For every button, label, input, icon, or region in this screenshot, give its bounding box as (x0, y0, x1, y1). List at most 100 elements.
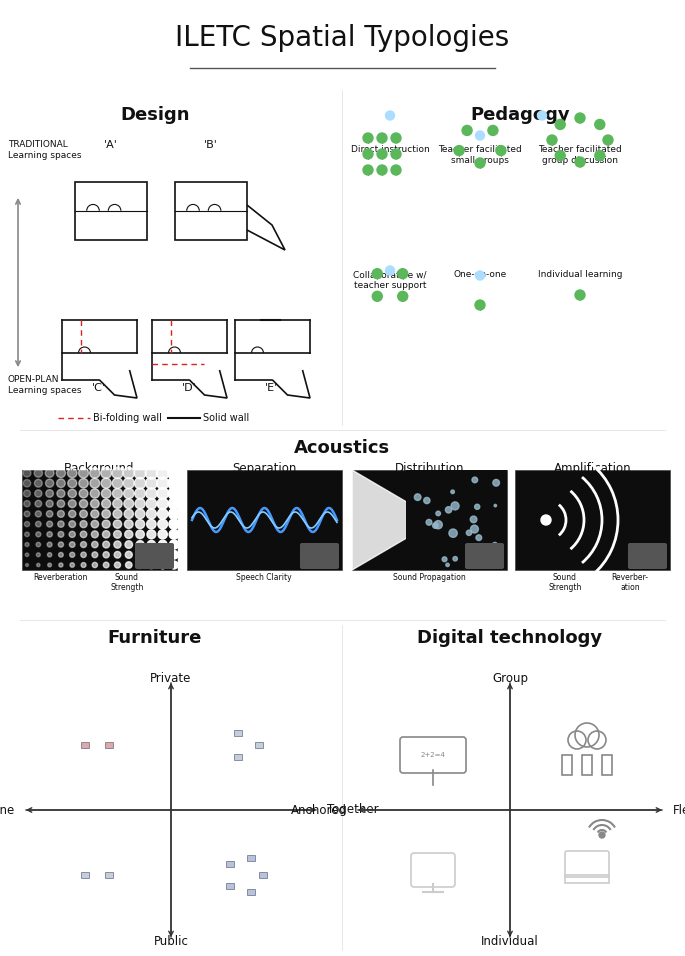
Circle shape (414, 494, 421, 500)
Circle shape (69, 532, 75, 537)
Circle shape (168, 477, 180, 489)
Circle shape (169, 530, 179, 539)
Circle shape (391, 133, 401, 143)
Circle shape (488, 125, 498, 136)
Circle shape (134, 467, 146, 479)
Circle shape (81, 562, 86, 568)
Circle shape (386, 111, 395, 120)
Circle shape (135, 489, 145, 499)
Text: Public: Public (153, 935, 188, 948)
Circle shape (36, 553, 40, 556)
Circle shape (169, 540, 179, 549)
Bar (406, 470, 507, 570)
Circle shape (595, 120, 605, 129)
Circle shape (79, 479, 88, 488)
Circle shape (470, 516, 477, 523)
Bar (565, 875, 609, 883)
Circle shape (124, 499, 134, 509)
Circle shape (102, 510, 110, 518)
Bar (227, 882, 234, 888)
Circle shape (538, 111, 547, 120)
Circle shape (70, 553, 75, 557)
Text: Anchored: Anchored (291, 803, 347, 816)
Circle shape (575, 157, 585, 167)
Circle shape (489, 544, 494, 549)
Circle shape (451, 502, 459, 510)
Bar (105, 872, 113, 878)
Circle shape (25, 542, 29, 547)
Circle shape (25, 532, 29, 536)
Circle shape (91, 520, 99, 528)
Circle shape (466, 531, 472, 535)
Circle shape (79, 511, 88, 518)
Bar (515, 470, 670, 570)
FancyBboxPatch shape (300, 543, 339, 569)
Bar (255, 742, 263, 748)
Circle shape (47, 553, 52, 557)
Circle shape (23, 480, 31, 487)
Circle shape (475, 131, 484, 140)
Circle shape (57, 500, 64, 508)
Bar (602, 755, 612, 775)
Circle shape (123, 489, 134, 499)
Circle shape (124, 510, 134, 518)
Text: Digital technology: Digital technology (417, 629, 603, 647)
Circle shape (424, 497, 430, 504)
Circle shape (69, 521, 75, 528)
Circle shape (168, 488, 180, 499)
Circle shape (556, 120, 565, 129)
Circle shape (59, 563, 63, 567)
Circle shape (472, 477, 477, 483)
Circle shape (68, 479, 77, 488)
Text: Separation: Separation (232, 462, 297, 475)
Circle shape (36, 563, 40, 567)
Circle shape (148, 561, 155, 569)
Text: Private: Private (150, 672, 192, 685)
Text: 'E': 'E' (265, 383, 279, 393)
Circle shape (91, 510, 99, 518)
Circle shape (147, 530, 155, 539)
Circle shape (47, 532, 52, 537)
Circle shape (488, 551, 494, 556)
Circle shape (34, 468, 42, 477)
Circle shape (81, 541, 86, 548)
Circle shape (157, 488, 169, 499)
FancyBboxPatch shape (628, 543, 667, 569)
Circle shape (35, 489, 42, 497)
Circle shape (599, 832, 605, 838)
Circle shape (434, 521, 443, 529)
Circle shape (112, 467, 123, 479)
Text: 'B': 'B' (204, 140, 218, 150)
Bar (259, 872, 267, 878)
Circle shape (101, 478, 111, 489)
Text: OPEN-PLAN
Learning spaces: OPEN-PLAN Learning spaces (8, 375, 82, 395)
Circle shape (168, 467, 181, 480)
Text: Teacher facilitated
small groups: Teacher facilitated small groups (438, 145, 522, 165)
Circle shape (494, 505, 497, 507)
Circle shape (125, 562, 132, 568)
Text: Sound
Strength: Sound Strength (110, 573, 144, 593)
Circle shape (125, 531, 133, 538)
Circle shape (432, 523, 438, 529)
Text: Distribution: Distribution (395, 462, 464, 475)
Bar (582, 755, 592, 775)
Circle shape (158, 540, 167, 549)
Circle shape (454, 145, 464, 156)
Circle shape (101, 489, 111, 498)
Text: Amplification: Amplification (553, 462, 632, 475)
Bar (562, 755, 572, 775)
Circle shape (363, 165, 373, 175)
Circle shape (442, 556, 447, 562)
Text: Alone: Alone (0, 803, 15, 816)
Circle shape (90, 478, 100, 489)
Circle shape (34, 479, 42, 488)
Text: 2+2=4: 2+2=4 (421, 752, 445, 758)
Circle shape (69, 542, 75, 548)
Circle shape (45, 479, 53, 488)
Circle shape (36, 532, 41, 537)
Text: Group: Group (492, 672, 528, 685)
Circle shape (445, 507, 451, 513)
Circle shape (159, 561, 166, 569)
Circle shape (114, 541, 121, 548)
FancyBboxPatch shape (465, 543, 504, 569)
